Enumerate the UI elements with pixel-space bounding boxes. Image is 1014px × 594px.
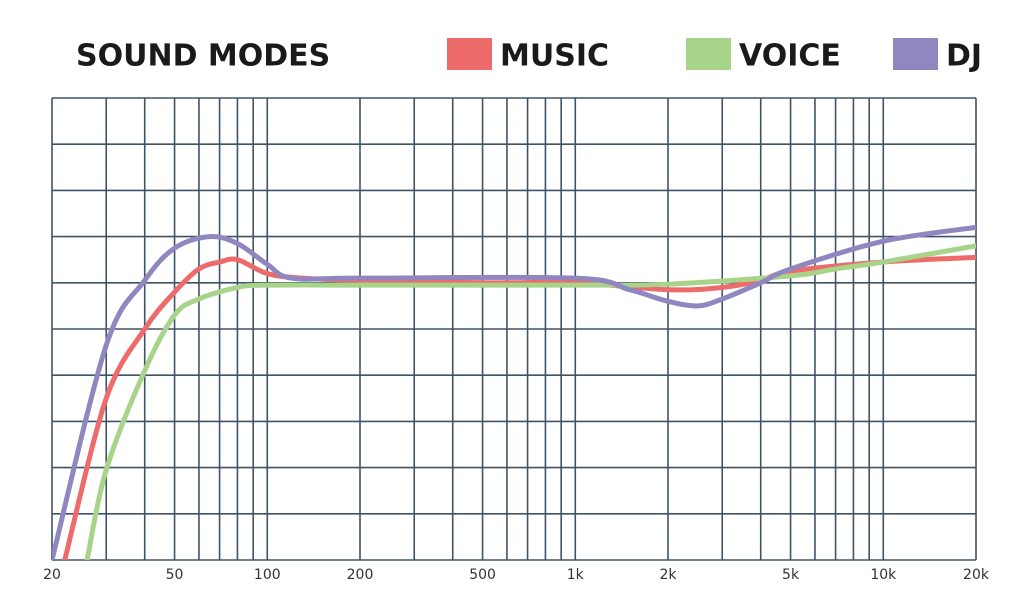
x-axis: 20 50 100 200 500 1k 2k 5k 10k 20k bbox=[43, 567, 990, 583]
x-tick-label: 2k bbox=[659, 567, 677, 583]
legend-label: VOICE bbox=[739, 39, 841, 74]
legend-swatch bbox=[447, 38, 492, 70]
x-tick-label: 50 bbox=[166, 567, 184, 583]
x-tick-label: 10k bbox=[870, 567, 897, 583]
x-tick-label: 1k bbox=[567, 567, 585, 583]
x-tick-label: 20 bbox=[43, 567, 61, 583]
series-line bbox=[52, 224, 976, 560]
legend-label: MUSIC bbox=[500, 39, 609, 74]
chart-title: SOUND MODES bbox=[76, 39, 330, 74]
x-tick-label: 20k bbox=[963, 567, 990, 583]
x-tick-label: 100 bbox=[254, 567, 281, 583]
series-line bbox=[62, 254, 976, 560]
x-tick-label: 5k bbox=[782, 567, 800, 583]
series-line bbox=[84, 243, 976, 560]
legend-swatch bbox=[893, 38, 938, 70]
legend: MUSIC VOICE DJ bbox=[447, 38, 982, 74]
x-tick-label: 500 bbox=[469, 567, 496, 583]
x-tick-label: 200 bbox=[347, 567, 374, 583]
lines bbox=[52, 224, 976, 560]
legend-label: DJ bbox=[946, 39, 982, 74]
grid bbox=[51, 97, 977, 561]
legend-swatch bbox=[686, 38, 731, 70]
